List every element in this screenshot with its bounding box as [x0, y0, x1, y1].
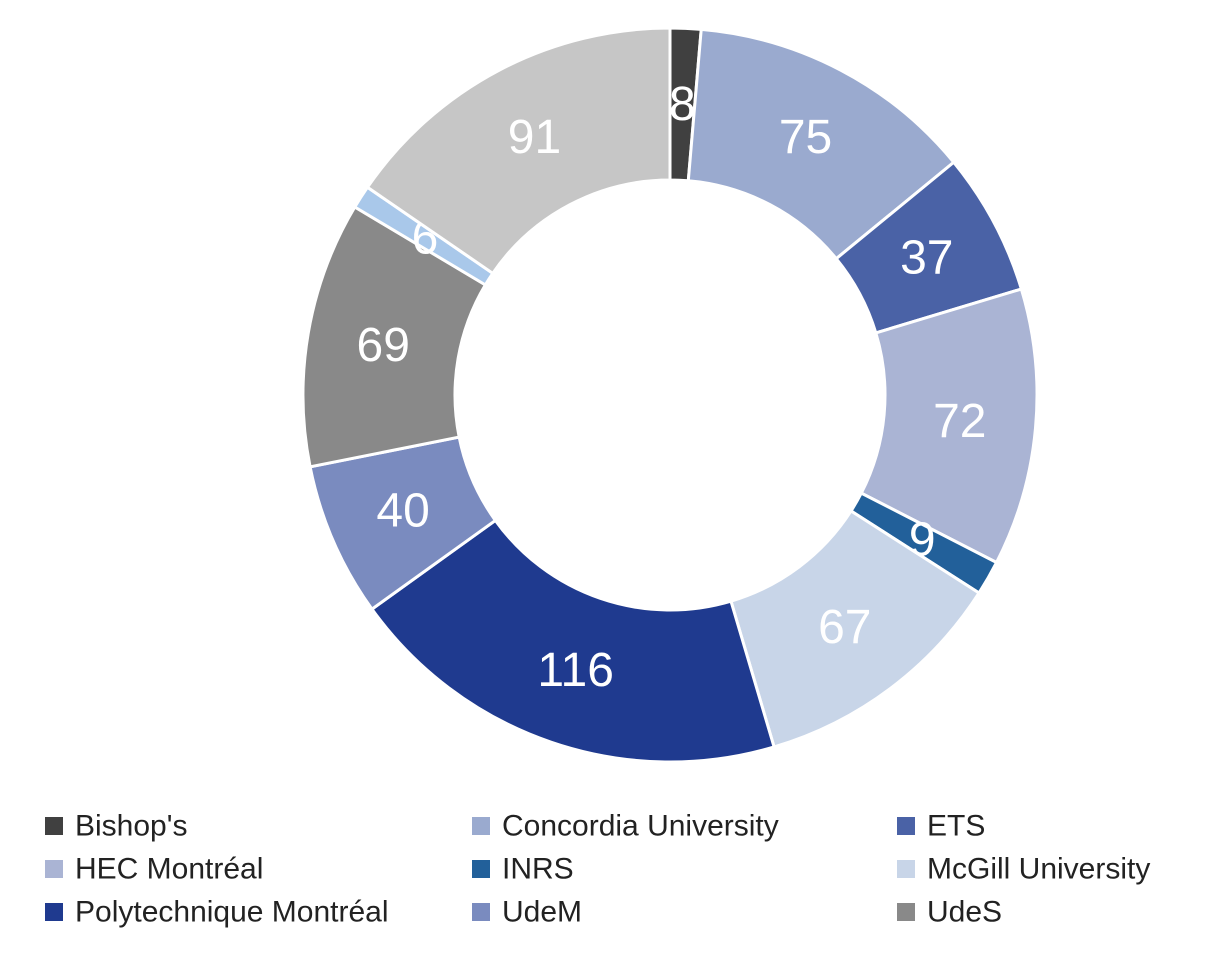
- legend-label: UdeM: [502, 896, 582, 929]
- legend-label: McGill University: [927, 853, 1150, 886]
- legend-label: ETS: [927, 810, 985, 843]
- legend-label: HEC Montréal: [75, 853, 263, 886]
- legend-swatch: [472, 817, 490, 835]
- legend-swatch: [472, 860, 490, 878]
- data-label: 8: [669, 78, 696, 131]
- legend-label: Concordia University: [502, 810, 779, 843]
- data-label: 91: [508, 111, 561, 164]
- legend-swatch: [897, 860, 915, 878]
- legend-swatch: [897, 817, 915, 835]
- data-label: 67: [818, 601, 871, 654]
- legend-swatch: [897, 903, 915, 921]
- data-label: 69: [357, 319, 410, 372]
- data-label: 40: [376, 484, 429, 537]
- data-label: 75: [779, 111, 832, 164]
- data-label: 116: [537, 644, 614, 697]
- donut-segment: [369, 518, 776, 764]
- legend-swatch: [45, 860, 63, 878]
- legend-swatch: [45, 817, 63, 835]
- data-label: 72: [933, 395, 986, 448]
- donut-segment: [365, 26, 672, 276]
- data-label: 37: [900, 232, 953, 285]
- legend-label: Bishop's: [75, 810, 187, 843]
- legend-label: Polytechnique Montréal: [75, 896, 389, 929]
- legend-swatch: [472, 903, 490, 921]
- legend-label: UdeS: [927, 896, 1002, 929]
- legend-label: INRS: [502, 853, 574, 886]
- legend-swatch: [45, 903, 63, 921]
